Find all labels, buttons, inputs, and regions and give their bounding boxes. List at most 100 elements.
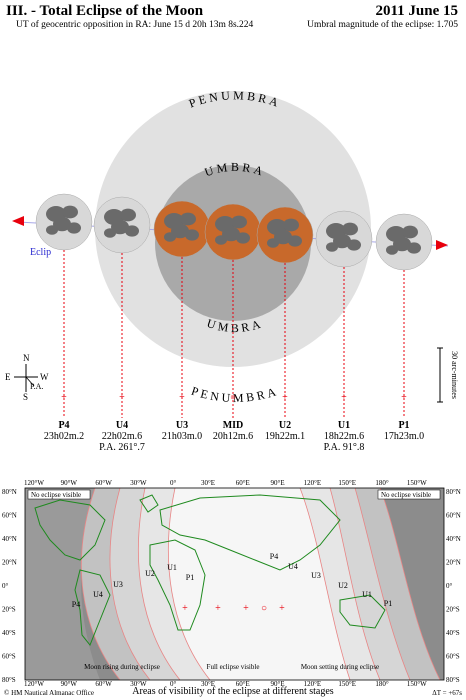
lon-tick-top: 30°E bbox=[201, 479, 215, 487]
full-label: Full eclipse visible bbox=[207, 663, 260, 671]
curve-label-right: U4 bbox=[288, 562, 298, 571]
umbra-label-top: UMBRA bbox=[203, 160, 268, 179]
rising-label: Moon rising during eclipse bbox=[84, 663, 160, 671]
lon-tick-bottom: 60°E bbox=[236, 680, 250, 688]
ut-opposition-value: d 20h 13m 8s.224 bbox=[185, 20, 254, 30]
moon-p4 bbox=[35, 193, 93, 251]
contact-label-u1: U1 18h22m.6 P.A. 91°.8 bbox=[314, 420, 374, 453]
lon-tick-top: 60°E bbox=[236, 479, 250, 487]
lon-tick-top: 30°W bbox=[130, 479, 147, 487]
moon-u3 bbox=[153, 200, 211, 258]
contact-label-mid: MID 20h12m.6 bbox=[203, 420, 263, 442]
curve-label-right: P1 bbox=[384, 599, 392, 608]
lon-tick-top: 150°W bbox=[407, 479, 427, 487]
svg-text:○: ○ bbox=[261, 603, 267, 614]
lat-tick-right: 80°S bbox=[446, 676, 460, 684]
lat-tick-right: 60°N bbox=[446, 512, 461, 520]
contact-label-u3: U3 21h03m.0 bbox=[152, 420, 212, 442]
curve-label-right: U1 bbox=[362, 590, 372, 599]
lon-tick-top: 180° bbox=[375, 479, 389, 487]
lat-tick-left: 60°N bbox=[2, 512, 17, 520]
contact-time: 23h02m.2 bbox=[43, 431, 85, 442]
moon-u4 bbox=[93, 196, 151, 254]
svg-text:+: + bbox=[243, 603, 249, 614]
lon-tick-bottom: 180° bbox=[375, 680, 389, 688]
continents bbox=[34, 494, 386, 646]
ut-opposition: UT of geocentric opposition in RA: June … bbox=[16, 20, 253, 30]
full-eclipse-region bbox=[168, 488, 350, 680]
moon-p1 bbox=[375, 213, 433, 271]
delta-t: ΔT = +67s bbox=[432, 689, 462, 697]
lon-tick-top: 120°E bbox=[304, 479, 322, 487]
contact-marker: + bbox=[341, 392, 347, 403]
svg-text:+: + bbox=[182, 603, 188, 614]
lat-tick-right: 60°S bbox=[446, 653, 460, 661]
lon-tick-bottom: 150°W bbox=[407, 680, 427, 688]
lon-tick-bottom: 60°W bbox=[95, 680, 112, 688]
contact-id: U3 bbox=[175, 420, 189, 431]
south-america bbox=[74, 569, 111, 646]
lat-tick-left: 20°S bbox=[2, 606, 16, 614]
setting-label: Moon setting during eclipse bbox=[301, 663, 379, 671]
contact-id: U1 bbox=[337, 420, 351, 431]
curve-label-right: U3 bbox=[311, 571, 321, 580]
contact-marker: ○ bbox=[230, 392, 236, 403]
lon-tick-top: 90°E bbox=[271, 479, 285, 487]
lat-tick-right: 40°S bbox=[446, 629, 460, 637]
compass: N S E W P.A. bbox=[5, 353, 49, 402]
compass-w: W bbox=[40, 372, 49, 382]
contact-label-u4: U4 22h02m.6 P.A. 261°.7 bbox=[92, 420, 152, 453]
contact-id: P1 bbox=[398, 420, 410, 431]
lon-tick-bottom: 30°W bbox=[130, 680, 147, 688]
contact-time: 20h12m.6 bbox=[212, 431, 254, 442]
umbra-label-top-text: UMBRA bbox=[203, 160, 265, 179]
contact-label-p1: P1 17h23m.0 bbox=[374, 420, 434, 442]
credit: © HM Nautical Almanac Office bbox=[4, 689, 94, 697]
lat-tick-left: 40°S bbox=[2, 629, 16, 637]
lon-tick-bottom: 90°E bbox=[271, 680, 285, 688]
moon-u2 bbox=[256, 206, 314, 264]
contact-time: 19h22m.1 bbox=[264, 431, 306, 442]
contact-marker: + bbox=[401, 392, 407, 403]
umbral-magnitude: Umbral magnitude of the eclipse: 1.705 bbox=[307, 20, 458, 30]
contact-label-p4: P4 23h02m.2 bbox=[34, 420, 94, 442]
contact-pa: P.A. 261°.7 bbox=[99, 442, 145, 453]
ecliptic-label: Eclip bbox=[30, 247, 51, 258]
svg-text:+: + bbox=[279, 603, 285, 614]
curve-label-left: U4 bbox=[93, 590, 103, 599]
eurasia bbox=[159, 494, 341, 571]
africa bbox=[149, 539, 206, 631]
contact-pa: P.A. 91°.8 bbox=[323, 442, 365, 453]
lat-tick-right: 0° bbox=[446, 582, 453, 590]
curve-label-left: P1 bbox=[186, 573, 194, 582]
lon-tick-top: 150°E bbox=[338, 479, 356, 487]
contact-label-u2: U2 19h22m.1 bbox=[255, 420, 315, 442]
lat-tick-left: 60°S bbox=[2, 653, 16, 661]
lon-tick-bottom: 0° bbox=[170, 680, 177, 688]
map-frame bbox=[24, 487, 445, 681]
lon-tick-bottom: 120°W bbox=[24, 680, 44, 688]
svg-text:+: + bbox=[215, 603, 221, 614]
lon-tick-top: 90°W bbox=[61, 479, 78, 487]
contact-id: U2 bbox=[278, 420, 292, 431]
curve-label-right: P4 bbox=[270, 552, 278, 561]
curve-label-left: U3 bbox=[113, 580, 123, 589]
curve-label-left: U1 bbox=[167, 563, 177, 572]
no-eclipse-right: No eclipse visible bbox=[381, 491, 431, 499]
contact-time: 21h03m.0 bbox=[161, 431, 203, 442]
north-america bbox=[34, 499, 106, 561]
curve-labels: P4 U4 U3 U2 U1 P1 P4 U4 U3 U2 U1 P1 bbox=[72, 552, 392, 609]
curve-label-left: P4 bbox=[72, 600, 80, 609]
lat-tick-right: 40°N bbox=[446, 535, 461, 543]
lon-tick-bottom: 150°E bbox=[338, 680, 356, 688]
contact-time: 17h23m.0 bbox=[383, 431, 425, 442]
contact-marker: + bbox=[282, 392, 288, 403]
lon-tick-top: 0° bbox=[170, 479, 177, 487]
contact-marker: + bbox=[119, 392, 125, 403]
lat-tick-right: 20°S bbox=[446, 606, 460, 614]
contact-id: U4 bbox=[115, 420, 129, 431]
moon-positions bbox=[35, 193, 433, 271]
contact-id: MID bbox=[222, 420, 244, 431]
lon-tick-bottom: 90°W bbox=[61, 680, 78, 688]
